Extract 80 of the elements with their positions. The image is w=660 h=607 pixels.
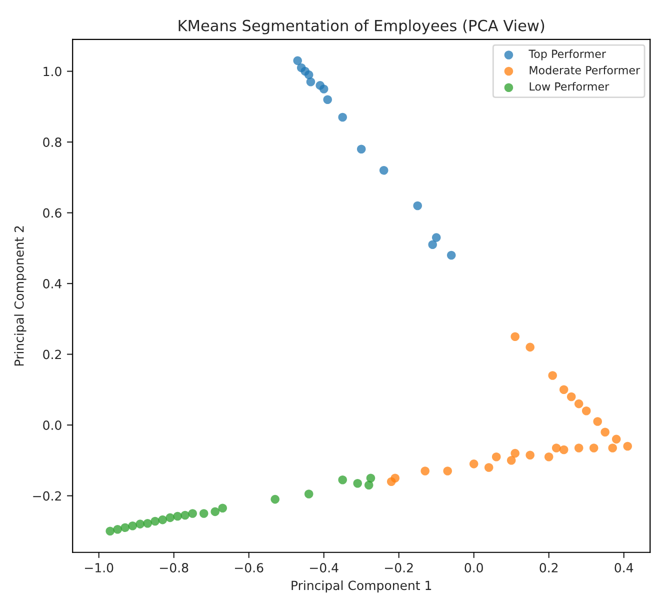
x-tick-label: 0.2 [540, 563, 558, 572]
point [510, 448, 520, 458]
point [386, 477, 396, 486]
point [492, 452, 501, 462]
point [443, 466, 452, 476]
point [469, 460, 478, 468]
point [608, 444, 617, 452]
point [600, 428, 610, 436]
point [559, 445, 568, 454]
x-tick-label: −0.8 [160, 563, 188, 572]
y-tick-label: 0.0 [43, 420, 62, 430]
point [106, 526, 114, 536]
point [559, 385, 568, 394]
point [574, 444, 584, 452]
point [323, 95, 332, 104]
legend-label: Moderate Performer [530, 66, 640, 74]
point [428, 240, 437, 250]
x-tick-label: −0.4 [310, 563, 338, 572]
point [166, 513, 174, 522]
point [338, 112, 347, 122]
point [364, 480, 374, 490]
y-axis-title: Principal Component 2 [14, 226, 26, 366]
point [143, 518, 152, 528]
point [188, 509, 197, 518]
point [544, 452, 554, 462]
point [432, 233, 441, 242]
point [113, 524, 122, 534]
point [353, 479, 362, 488]
point [593, 417, 602, 426]
point [199, 509, 208, 518]
point [120, 523, 130, 532]
point [612, 434, 621, 444]
point [319, 84, 328, 94]
point [510, 332, 520, 341]
point [446, 250, 456, 260]
point [356, 144, 366, 154]
point [218, 504, 227, 513]
point [304, 70, 314, 80]
point [548, 371, 557, 380]
point [552, 444, 561, 452]
point [589, 444, 598, 452]
point [270, 494, 280, 504]
point [574, 399, 584, 408]
point [413, 201, 422, 210]
point [173, 512, 182, 521]
point [484, 463, 494, 472]
point [379, 166, 388, 175]
x-tick-label: 0.4 [614, 563, 634, 572]
point [136, 520, 144, 528]
point [582, 406, 591, 416]
point [128, 521, 137, 530]
legend-label: Top Performer [528, 49, 606, 60]
x-tick-label: −0.6 [234, 563, 264, 572]
point [623, 442, 632, 451]
point [304, 490, 314, 498]
point [150, 516, 160, 526]
point [566, 392, 576, 402]
y-tick-label: 0.6 [43, 208, 62, 218]
y-tick-label: 1.0 [44, 66, 62, 76]
point [210, 507, 220, 516]
x-tick-label: 0.0 [464, 563, 483, 572]
y-tick-label: 0.8 [43, 138, 62, 147]
y-tick-label: −0.2 [33, 491, 61, 501]
y-tick-label: 0.4 [43, 279, 62, 288]
point [526, 450, 534, 460]
x-axis-title: Principal Component 1 [292, 580, 432, 593]
point [338, 475, 347, 484]
point [158, 515, 167, 524]
chart-title: KMeans Segmentation of Employees (PCA View) [178, 20, 544, 34]
point [306, 78, 316, 86]
x-tick-label: −1.0 [84, 563, 114, 572]
point [506, 456, 516, 465]
point [366, 474, 376, 482]
point [526, 342, 534, 352]
x-tick-label: −0.2 [384, 563, 413, 572]
point [420, 466, 430, 476]
legend-label: Low Performer [530, 82, 610, 91]
point [293, 56, 302, 66]
point [180, 510, 190, 520]
y-tick-label: 0.2 [43, 350, 61, 360]
